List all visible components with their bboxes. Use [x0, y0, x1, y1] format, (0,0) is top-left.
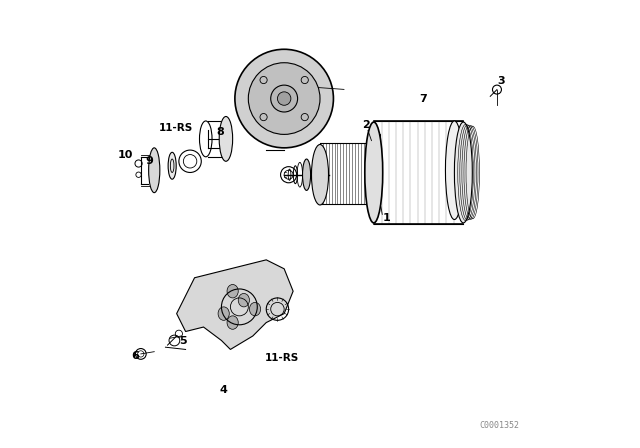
Text: 6: 6	[131, 351, 140, 361]
Text: 11-RS: 11-RS	[159, 123, 193, 133]
Text: 11-RS: 11-RS	[265, 353, 299, 363]
Ellipse shape	[312, 145, 328, 205]
Ellipse shape	[303, 159, 310, 190]
Ellipse shape	[235, 49, 333, 148]
Text: 7: 7	[419, 95, 427, 104]
Text: 1: 1	[383, 213, 390, 223]
Ellipse shape	[238, 293, 250, 307]
Ellipse shape	[219, 116, 233, 161]
Ellipse shape	[227, 316, 238, 329]
Text: C0001352: C0001352	[479, 421, 519, 430]
Text: 9: 9	[145, 156, 153, 166]
Ellipse shape	[248, 63, 320, 134]
Text: 5: 5	[180, 336, 187, 346]
Text: 4: 4	[220, 385, 228, 395]
Text: 10: 10	[117, 150, 133, 159]
Ellipse shape	[218, 307, 229, 320]
Ellipse shape	[445, 121, 463, 220]
Ellipse shape	[168, 152, 176, 179]
Polygon shape	[177, 260, 293, 349]
Ellipse shape	[278, 92, 291, 105]
Ellipse shape	[454, 122, 472, 223]
Text: 8: 8	[217, 127, 225, 137]
Bar	[369, 134, 380, 152]
Ellipse shape	[148, 148, 160, 193]
Text: 2: 2	[362, 120, 370, 129]
Ellipse shape	[271, 85, 298, 112]
Ellipse shape	[227, 284, 238, 298]
Ellipse shape	[365, 122, 383, 223]
Ellipse shape	[250, 302, 260, 316]
Text: 3: 3	[498, 76, 505, 86]
